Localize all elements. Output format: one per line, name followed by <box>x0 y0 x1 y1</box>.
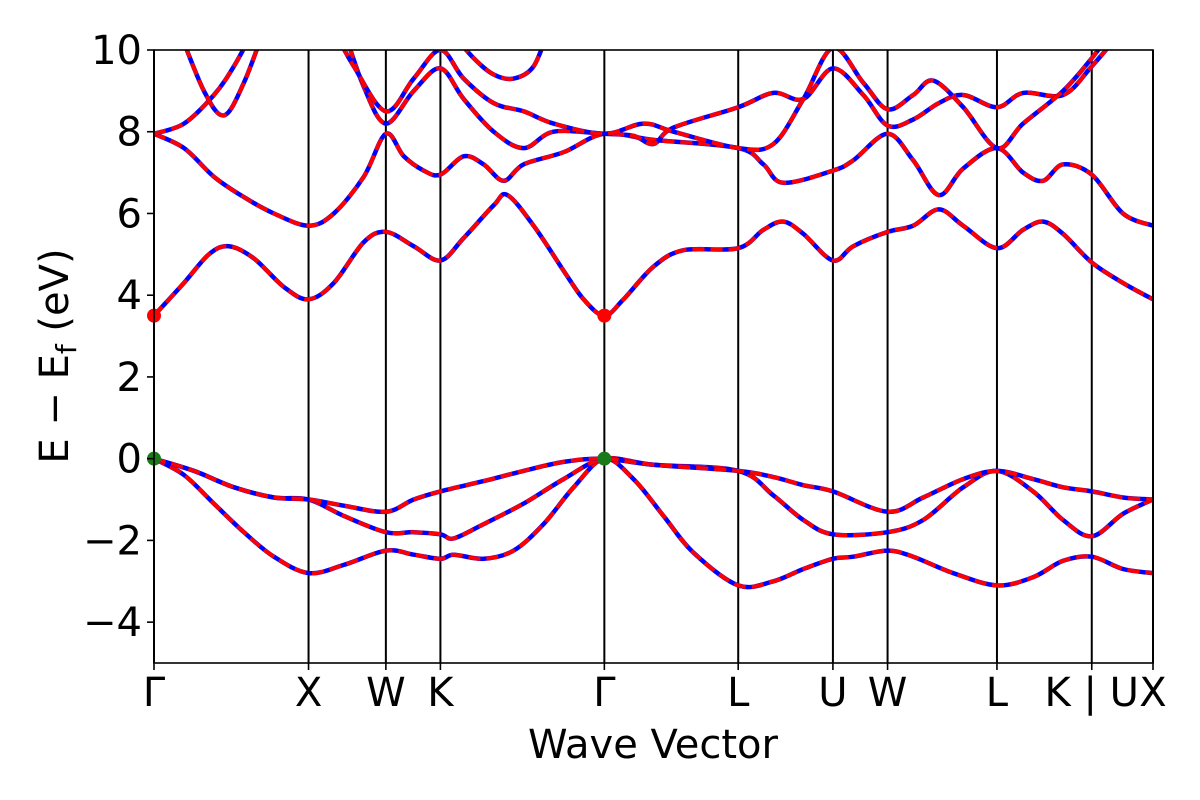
x-tick-label: K | U <box>1045 670 1139 716</box>
y-axis-title-subscript: f <box>50 343 83 354</box>
band-edge-markers <box>147 308 612 466</box>
band-line-dashed <box>154 131 1153 228</box>
band-line-dashed <box>154 50 246 136</box>
band-curves <box>154 50 1153 590</box>
band-line-dashed <box>154 456 1153 514</box>
x-tick-label: U <box>818 670 847 716</box>
y-tick-label: 4 <box>117 273 142 319</box>
band-edge-marker <box>597 451 612 466</box>
band-line-solid <box>348 50 1109 151</box>
y-tick-label: 8 <box>117 110 142 156</box>
band-line-solid <box>154 456 1153 590</box>
x-tick-label: Γ <box>143 670 166 716</box>
band-line-dashed <box>184 50 259 118</box>
x-tick-label: Γ <box>593 670 616 716</box>
band-line-dashed <box>348 50 1109 151</box>
y-tick-label: −2 <box>83 518 142 564</box>
x-tick-label: L <box>986 670 1009 716</box>
x-tick-label: W <box>868 670 908 716</box>
band-line-solid <box>154 191 1153 318</box>
band-edge-marker <box>597 308 612 323</box>
y-axis-ticks: −4 −2 0 2 4 6 8 10 <box>83 28 154 646</box>
band-line-dashed <box>154 456 1153 590</box>
x-tick-label: X <box>295 670 322 716</box>
y-axis-title-unit: (eV) <box>32 248 78 344</box>
y-tick-label: 0 <box>117 437 142 483</box>
plot-frame <box>153 49 1154 664</box>
x-axis-title: Wave Vector <box>528 722 779 768</box>
y-axis-title-main: E − E <box>32 354 78 464</box>
band-line-solid <box>463 50 544 82</box>
band-line-dashed <box>463 50 544 82</box>
x-tick-label: L <box>727 670 750 716</box>
y-tick-label: 10 <box>91 28 142 74</box>
x-tick-label: X <box>1139 670 1166 716</box>
y-tick-label: 2 <box>117 355 142 401</box>
y-tick-label: 6 <box>117 191 142 237</box>
x-tick-label: K <box>427 670 455 716</box>
band-line-solid <box>184 50 260 118</box>
x-tick-label: W <box>366 670 406 716</box>
y-tick-label: −4 <box>83 600 142 646</box>
y-axis-title: E − Ef (eV) <box>32 248 83 463</box>
band-line-solid <box>154 50 246 137</box>
band-line-dashed <box>154 192 1153 318</box>
